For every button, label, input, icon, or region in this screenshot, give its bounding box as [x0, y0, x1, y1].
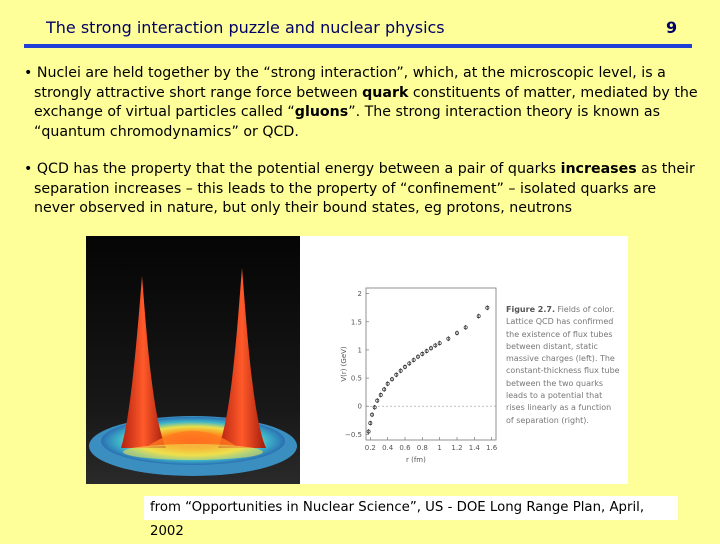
y-tick-label: 2: [358, 290, 362, 298]
flux-tube-3d-plot: [86, 236, 300, 484]
data-point: [398, 368, 403, 373]
bullet-bold-quark: quark: [362, 84, 409, 101]
x-tick-label: 1.4: [469, 444, 481, 452]
x-axis-label: r (fm): [406, 456, 426, 464]
y-tick-label: 0.5: [351, 375, 362, 383]
x-tick-label: 0.2: [365, 444, 376, 452]
data-point: [455, 331, 459, 335]
data-point: [394, 372, 399, 377]
plot-frame: [365, 287, 497, 441]
page-number: 9: [666, 18, 678, 37]
bullet-bold-increases: increases: [560, 161, 637, 177]
bullet-text-post: as their separation increases – this lea…: [34, 161, 695, 216]
bullet-bold-gluons: gluons: [294, 104, 349, 120]
data-point: [378, 393, 383, 397]
data-point: [382, 387, 387, 392]
data-point: [420, 351, 425, 356]
data-point: [476, 314, 481, 319]
bullet-text-mid: constituents of matter, mediated by the …: [34, 84, 698, 121]
x-tick-label: 0.4: [382, 444, 394, 452]
figure-source-citation: from “Opportunities in Nuclear Science”,…: [144, 496, 678, 539]
bullet-qcd-confinement: • QCD has the property that the potentia…: [24, 160, 700, 219]
slide-title: The strong interaction puzzle and nuclea…: [46, 18, 445, 37]
bullet-text-pre: QCD has the property that the potential …: [36, 161, 561, 177]
x-tick-label: 0.6: [399, 444, 411, 452]
y-tick-label: 1: [358, 346, 362, 354]
bullet-strong-interaction: • Nuclei are held together by the “stron…: [24, 64, 700, 142]
data-point: [463, 325, 468, 330]
data-point: [385, 381, 390, 386]
data-point: [485, 305, 490, 310]
data-point: [372, 405, 377, 410]
data-point: [437, 341, 442, 346]
title-underline: [24, 44, 692, 48]
bullet-marker: •: [24, 65, 33, 81]
data-point: [407, 361, 412, 366]
potential-vs-separation-graph: 0.2 0.4 0.6 0.8 1 1.2 1.4 1.6 −0.5 0 0.5 1 1.5 2 r (fm…: [340, 287, 498, 464]
data-point: [433, 343, 438, 348]
data-point: [370, 412, 375, 417]
bullet-text-pre: Nuclei are held together by the “strong …: [34, 65, 666, 101]
figure-caption: Figure 2.7. Fields of color. Lattice QCD…: [506, 304, 621, 427]
data-point: [416, 354, 420, 359]
data-point: [429, 346, 433, 351]
x-tick-label: 0.8: [417, 444, 428, 452]
caption-text: Fields of color. Lattice QCD has confirm…: [506, 305, 620, 425]
y-tick-label: −0.5: [345, 431, 362, 439]
y-tick-label: 0: [358, 403, 362, 411]
bullet-text-post: ”. The strong interaction theory is know…: [34, 104, 661, 140]
figure-panel: 0.2 0.4 0.6 0.8 1 1.2 1.4 1.6 −0.5 0 0.5 1 1.5 2 r (fm…: [86, 236, 628, 484]
data-point: [366, 429, 371, 434]
caption-label: Figure 2.7.: [506, 305, 555, 314]
y-axis-label: V(r) (GeV): [340, 346, 348, 382]
data-point: [403, 364, 407, 369]
data-point: [368, 421, 373, 426]
data-point: [390, 377, 394, 382]
x-tick-label: 1: [437, 444, 441, 452]
x-tick-label: 1.2: [451, 444, 462, 452]
bullet-marker: •: [24, 161, 33, 177]
data-point: [446, 336, 451, 341]
x-tick-label: 1.6: [486, 444, 498, 452]
data-point: [375, 398, 380, 403]
y-tick-label: 1.5: [351, 318, 362, 326]
data-point: [411, 358, 416, 363]
data-point: [424, 349, 429, 354]
